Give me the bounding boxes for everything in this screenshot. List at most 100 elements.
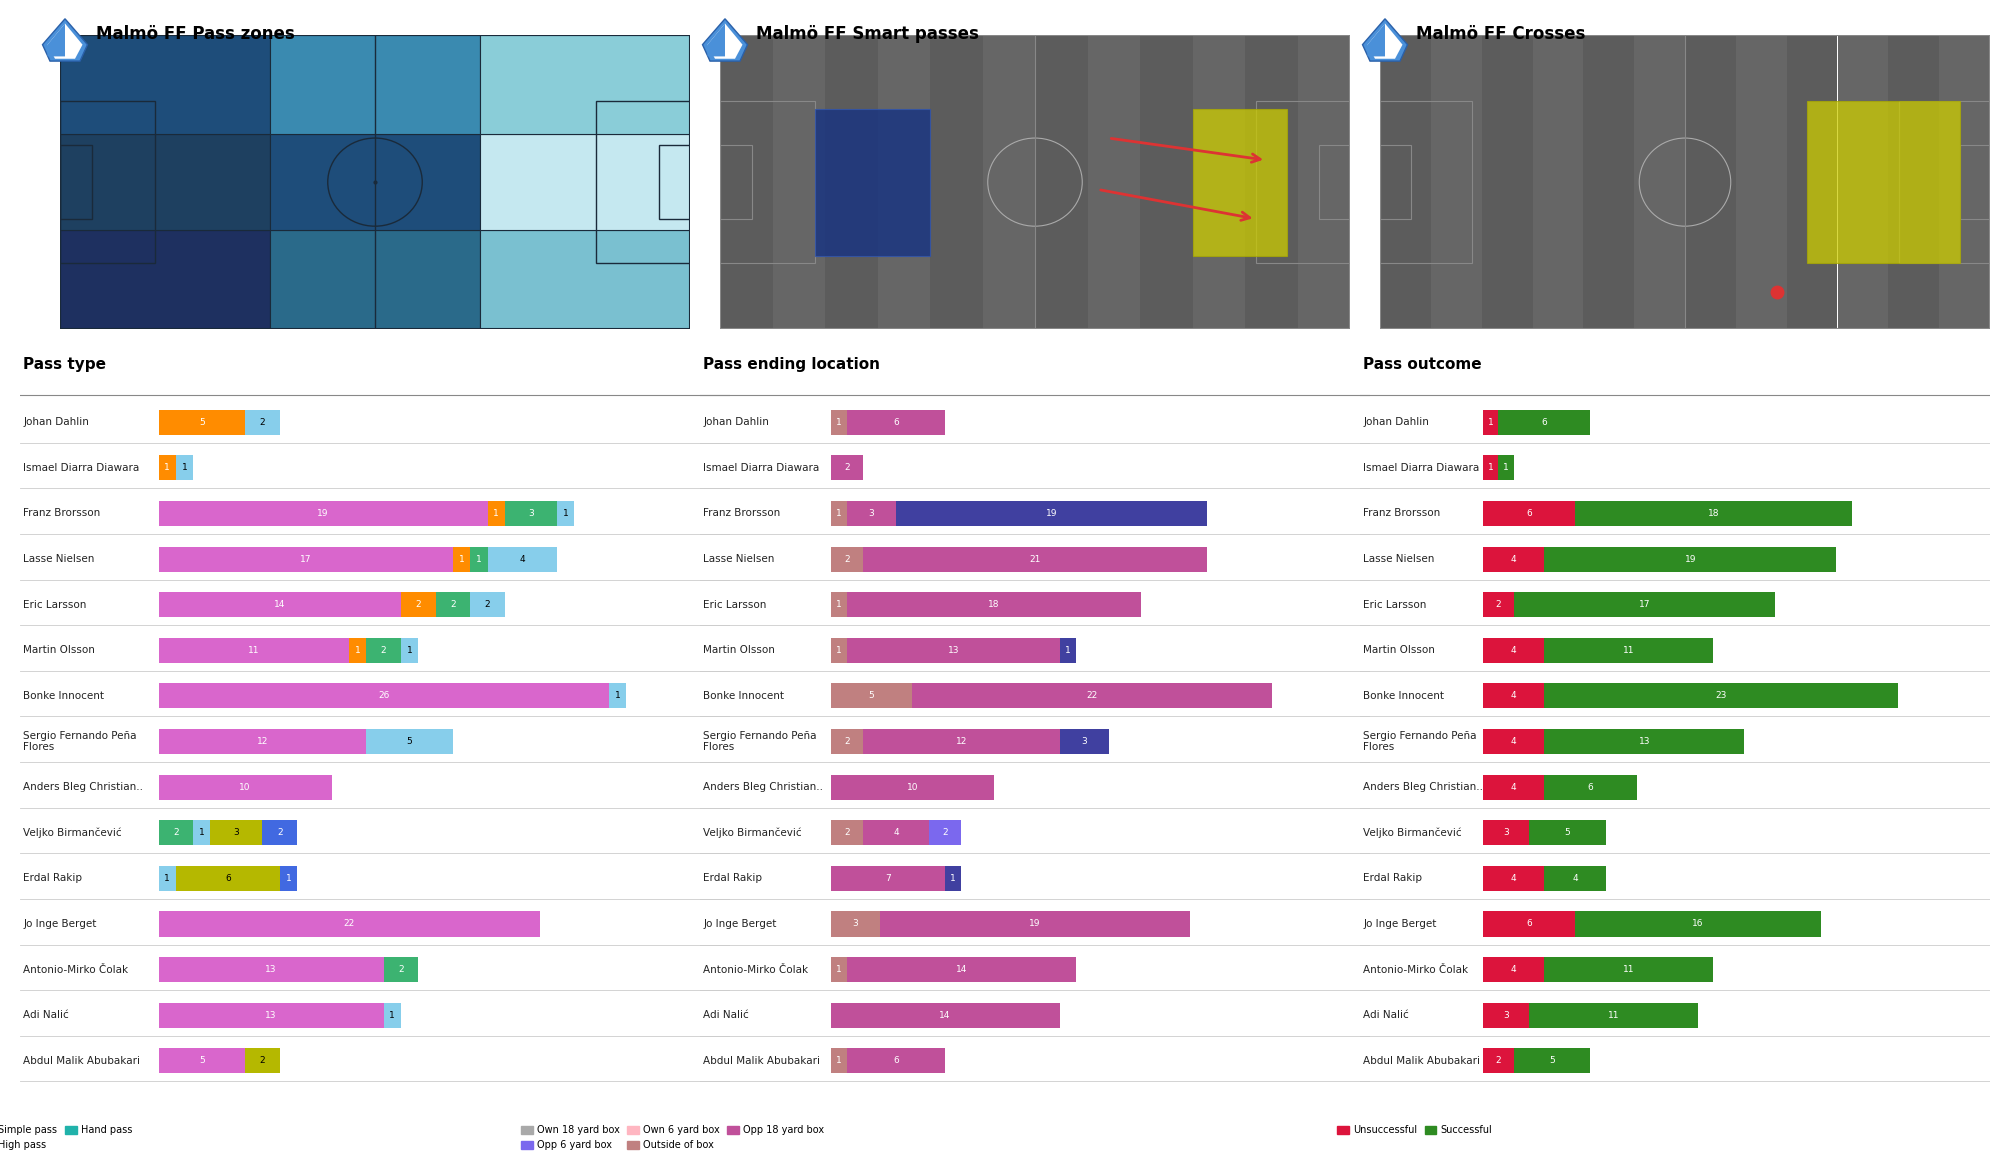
Text: 1: 1 bbox=[458, 555, 464, 564]
Text: Johan Dahlin: Johan Dahlin bbox=[1364, 417, 1428, 428]
Text: 22: 22 bbox=[1086, 691, 1098, 700]
Bar bbox=[830, 728, 864, 754]
Text: 19: 19 bbox=[1030, 920, 1040, 928]
Bar bbox=[246, 410, 280, 435]
Text: 1: 1 bbox=[354, 646, 360, 654]
Bar bbox=[504, 501, 556, 526]
Text: 4: 4 bbox=[1510, 555, 1516, 564]
Text: 6: 6 bbox=[894, 1056, 898, 1066]
Bar bbox=[848, 410, 946, 435]
Bar bbox=[1482, 866, 1544, 891]
Bar bbox=[1482, 501, 1576, 526]
Text: Ismael Diarra Diawara: Ismael Diarra Diawara bbox=[1364, 463, 1480, 472]
Bar bbox=[1786, 35, 1838, 329]
Bar bbox=[470, 546, 488, 571]
Polygon shape bbox=[1362, 19, 1408, 61]
Bar bbox=[1244, 35, 1298, 329]
Text: 5: 5 bbox=[198, 418, 204, 427]
Bar bbox=[1530, 820, 1606, 845]
Text: Lasse Nielsen: Lasse Nielsen bbox=[1364, 555, 1434, 564]
Text: Veljko Birmančević: Veljko Birmančević bbox=[1364, 827, 1462, 838]
Text: Lasse Nielsen: Lasse Nielsen bbox=[704, 555, 774, 564]
Text: 5: 5 bbox=[868, 691, 874, 700]
Bar bbox=[210, 820, 262, 845]
Bar bbox=[830, 592, 848, 617]
Text: Sergio Fernando Peña
Flores: Sergio Fernando Peña Flores bbox=[24, 731, 136, 752]
Bar bbox=[470, 592, 504, 617]
Bar bbox=[452, 546, 470, 571]
Bar bbox=[158, 912, 540, 936]
Bar bbox=[814, 109, 930, 256]
Text: 6: 6 bbox=[1588, 783, 1594, 792]
Text: 14: 14 bbox=[956, 965, 968, 974]
Text: 2: 2 bbox=[416, 600, 422, 609]
Bar bbox=[1498, 455, 1514, 481]
Text: 1: 1 bbox=[494, 509, 500, 518]
Text: 1: 1 bbox=[562, 509, 568, 518]
Text: Ismael Diarra Diawara: Ismael Diarra Diawara bbox=[24, 463, 140, 472]
Text: 4: 4 bbox=[894, 828, 898, 838]
Text: 1: 1 bbox=[476, 555, 482, 564]
Bar bbox=[1482, 35, 1532, 329]
Text: 4: 4 bbox=[1572, 874, 1578, 882]
Bar bbox=[400, 638, 418, 663]
Text: Eric Larsson: Eric Larsson bbox=[1364, 599, 1426, 610]
Bar bbox=[896, 501, 1206, 526]
Text: 1: 1 bbox=[836, 965, 842, 974]
Bar bbox=[1060, 728, 1108, 754]
Bar bbox=[1482, 1048, 1514, 1074]
Text: 23: 23 bbox=[1716, 691, 1726, 700]
Text: Antonio-Mirko Čolak: Antonio-Mirko Čolak bbox=[1364, 965, 1468, 974]
Text: Erdal Rakip: Erdal Rakip bbox=[1364, 873, 1422, 884]
Text: 11: 11 bbox=[1624, 965, 1634, 974]
Text: Bonke Innocent: Bonke Innocent bbox=[24, 691, 104, 701]
Bar bbox=[830, 774, 994, 800]
Text: Adi Nalić: Adi Nalić bbox=[1364, 1010, 1408, 1020]
Text: 6: 6 bbox=[1542, 418, 1548, 427]
Bar bbox=[480, 230, 690, 329]
Bar bbox=[772, 35, 826, 329]
Bar bbox=[1532, 35, 1584, 329]
Bar bbox=[436, 592, 470, 617]
Text: Ismael Diarra Diawara: Ismael Diarra Diawara bbox=[704, 463, 820, 472]
Text: 2: 2 bbox=[942, 828, 948, 838]
Text: 1: 1 bbox=[406, 646, 412, 654]
Polygon shape bbox=[1368, 24, 1402, 59]
Text: Lasse Nielsen: Lasse Nielsen bbox=[24, 555, 94, 564]
Bar bbox=[826, 35, 878, 329]
Bar bbox=[1544, 866, 1606, 891]
Bar bbox=[1544, 728, 1744, 754]
Bar bbox=[1482, 728, 1544, 754]
Legend: Smart pass, Launch, Head pass, Cross, Simple pass, High pass, Hand pass: Smart pass, Launch, Head pass, Cross, Si… bbox=[0, 1121, 136, 1154]
Text: 1: 1 bbox=[164, 874, 170, 882]
Bar bbox=[848, 501, 896, 526]
Bar bbox=[1634, 35, 1684, 329]
Text: 18: 18 bbox=[1708, 509, 1720, 518]
Text: 1: 1 bbox=[836, 509, 842, 518]
Text: 5: 5 bbox=[198, 1056, 204, 1066]
Text: 3: 3 bbox=[234, 828, 240, 838]
Text: 26: 26 bbox=[378, 691, 390, 700]
Text: 11: 11 bbox=[1608, 1010, 1620, 1020]
Text: 18: 18 bbox=[988, 600, 1000, 609]
Bar bbox=[280, 866, 298, 891]
Bar bbox=[830, 958, 848, 982]
Text: 6: 6 bbox=[894, 418, 898, 427]
Bar bbox=[1898, 101, 1990, 263]
Bar bbox=[158, 501, 488, 526]
Text: Pass ending location: Pass ending location bbox=[704, 357, 880, 372]
Polygon shape bbox=[708, 24, 742, 59]
Text: 2: 2 bbox=[844, 555, 850, 564]
Bar bbox=[158, 592, 400, 617]
Text: 6: 6 bbox=[1526, 509, 1532, 518]
Bar bbox=[864, 728, 1060, 754]
Text: 13: 13 bbox=[266, 965, 276, 974]
Bar bbox=[1482, 638, 1544, 663]
Text: 1: 1 bbox=[198, 828, 204, 838]
Text: 1: 1 bbox=[1488, 463, 1494, 472]
Bar bbox=[158, 546, 452, 571]
Text: Veljko Birmančević: Veljko Birmančević bbox=[24, 827, 122, 838]
Bar bbox=[930, 35, 982, 329]
Bar bbox=[720, 101, 814, 263]
Bar bbox=[1088, 35, 1140, 329]
